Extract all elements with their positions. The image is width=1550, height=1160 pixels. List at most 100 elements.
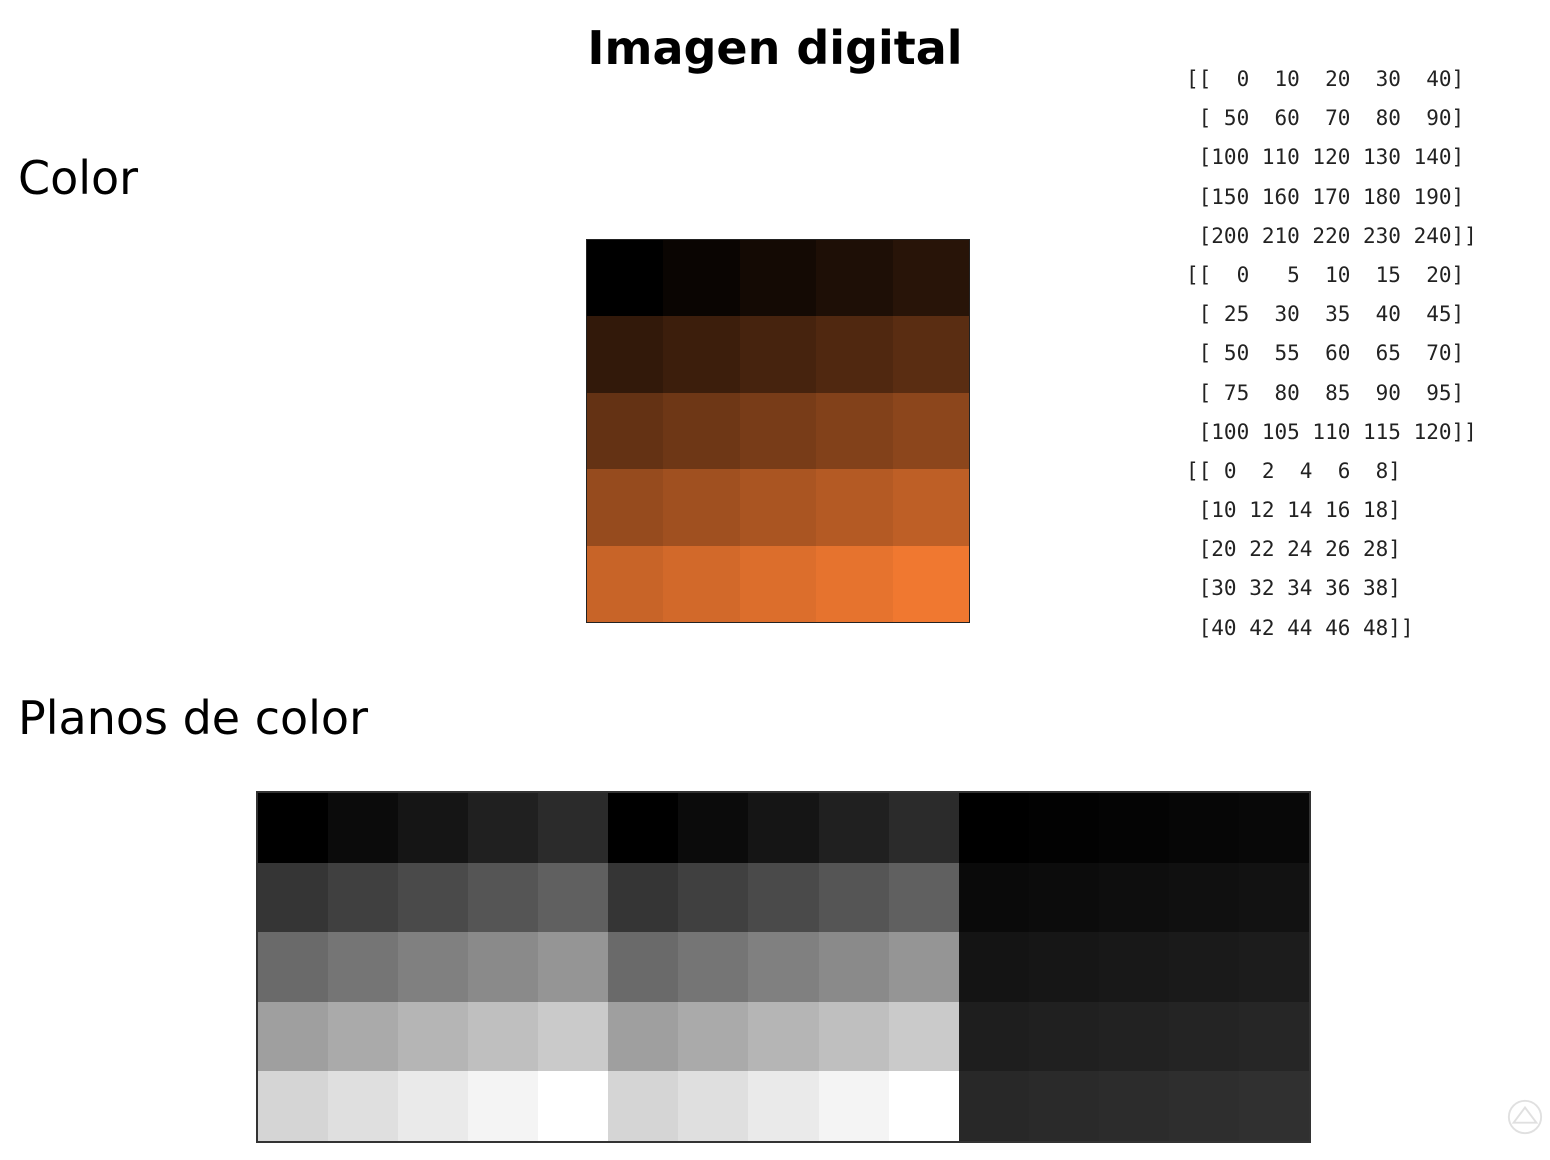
- pixel: [816, 240, 893, 317]
- pixel: [739, 392, 817, 470]
- matrix-line: [200 210 220 230 240]]: [1186, 223, 1477, 248]
- blue-plane-pixel: [958, 1071, 1029, 1141]
- green-plane-pixel: [818, 793, 889, 863]
- pixel: [816, 316, 893, 393]
- red-plane-pixel: [538, 932, 609, 1002]
- red-plane-pixel: [538, 862, 609, 933]
- red-plane-pixel: [398, 793, 469, 863]
- blue-plane-pixel: [1098, 1001, 1169, 1072]
- matrix-line: [ 50 55 60 65 70]: [1186, 341, 1465, 366]
- blue-plane-pixel: [1098, 862, 1169, 933]
- green-plane-pixel: [888, 1001, 959, 1072]
- red-plane-pixel: [538, 1071, 609, 1141]
- green-plane-pixel: [818, 932, 889, 1002]
- blue-plane-pixel: [1168, 1001, 1239, 1072]
- blue-plane-pixel: [1028, 1001, 1099, 1072]
- section-heading-color: Color: [18, 151, 139, 205]
- red-plane-pixel: [258, 793, 329, 863]
- green-plane-pixel: [608, 862, 679, 933]
- red-plane-pixel: [258, 862, 329, 933]
- blue-plane-pixel: [1168, 1071, 1239, 1141]
- pixel: [587, 240, 664, 317]
- red-plane-pixel: [328, 793, 399, 863]
- blue-plane-pixel: [1238, 932, 1309, 1002]
- blue-plane-pixel: [1238, 793, 1309, 863]
- blue-plane-pixel: [958, 932, 1029, 1002]
- pixel: [892, 469, 969, 546]
- green-plane-pixel: [678, 1071, 749, 1141]
- pixel: [663, 240, 740, 317]
- green-plane-pixel: [818, 1001, 889, 1072]
- blue-plane-pixel: [1028, 932, 1099, 1002]
- red-plane-pixel: [258, 1001, 329, 1072]
- pixel: [892, 316, 969, 393]
- green-plane-pixel: [678, 793, 749, 863]
- green-plane-pixel: [748, 1001, 819, 1072]
- matrix-line: [150 160 170 180 190]: [1186, 184, 1465, 209]
- blue-plane-pixel: [1238, 862, 1309, 933]
- green-plane-pixel: [678, 932, 749, 1002]
- green-plane-pixel: [748, 932, 819, 1002]
- red-plane-pixel: [468, 793, 539, 863]
- blue-plane-pixel: [958, 793, 1029, 863]
- red-plane-pixel: [328, 1001, 399, 1072]
- red-plane-pixel: [398, 1001, 469, 1072]
- pixel: [663, 392, 740, 470]
- red-plane-pixel: [468, 1071, 539, 1141]
- red-plane-pixel: [398, 862, 469, 933]
- blue-plane-pixel: [1168, 932, 1239, 1002]
- red-plane-pixel: [328, 862, 399, 933]
- matrix-line: [30 32 34 36 38]: [1186, 576, 1401, 601]
- green-plane-pixel: [608, 1001, 679, 1072]
- blue-plane-pixel: [1098, 932, 1169, 1002]
- pixel: [816, 545, 893, 622]
- channel-matrices: [[ 0 10 20 30 40] [ 50 60 70 80 90] [100…: [1186, 60, 1477, 648]
- color-image: [586, 239, 970, 623]
- matrix-line: [ 50 60 70 80 90]: [1186, 106, 1465, 131]
- pixel: [739, 545, 817, 622]
- blue-plane-pixel: [958, 1001, 1029, 1072]
- pixel: [816, 392, 893, 470]
- matrix-line: [40 42 44 46 48]]: [1186, 615, 1414, 640]
- matrix-line: [10 12 14 16 18]: [1186, 498, 1401, 523]
- green-plane-pixel: [748, 1071, 819, 1141]
- blue-plane: [958, 793, 1309, 1141]
- green-plane-pixel: [888, 932, 959, 1002]
- pixel: [663, 316, 740, 393]
- green-plane-pixel: [818, 1071, 889, 1141]
- green-plane-pixel: [888, 793, 959, 863]
- pixel: [587, 316, 664, 393]
- red-plane: [258, 793, 609, 1141]
- pixel: [587, 469, 664, 546]
- matrix-line: [100 105 110 115 120]]: [1186, 419, 1477, 444]
- matrix-line: [100 110 120 130 140]: [1186, 145, 1465, 170]
- red-plane-pixel: [258, 1071, 329, 1141]
- pixel: [816, 469, 893, 546]
- pixel: [739, 316, 817, 393]
- matrix-line: [ 25 30 35 40 45]: [1186, 302, 1465, 327]
- pixel: [587, 392, 664, 470]
- section-heading-planes: Planos de color: [18, 691, 368, 745]
- red-plane-pixel: [538, 1001, 609, 1072]
- green-plane-pixel: [678, 862, 749, 933]
- pixel: [739, 240, 817, 317]
- blue-plane-pixel: [1028, 1071, 1099, 1141]
- green-plane: [608, 793, 959, 1141]
- green-plane-pixel: [608, 932, 679, 1002]
- blue-plane-pixel: [1028, 793, 1099, 863]
- red-plane-pixel: [468, 862, 539, 933]
- matrix-line: [[ 0 2 4 6 8]: [1186, 458, 1401, 483]
- matrix-line: [20 22 24 26 28]: [1186, 537, 1401, 562]
- green-plane-pixel: [608, 1071, 679, 1141]
- green-plane-pixel: [608, 793, 679, 863]
- blue-plane-pixel: [1238, 1071, 1309, 1141]
- green-plane-pixel: [748, 793, 819, 863]
- blue-plane-pixel: [1098, 1071, 1169, 1141]
- color-planes-image: [256, 791, 1311, 1143]
- blue-plane-pixel: [1098, 793, 1169, 863]
- red-plane-pixel: [398, 932, 469, 1002]
- slide-title: Imagen digital: [587, 21, 963, 75]
- matrix-line: [ 75 80 85 90 95]: [1186, 380, 1465, 405]
- blue-plane-pixel: [1168, 793, 1239, 863]
- pixel: [739, 469, 817, 546]
